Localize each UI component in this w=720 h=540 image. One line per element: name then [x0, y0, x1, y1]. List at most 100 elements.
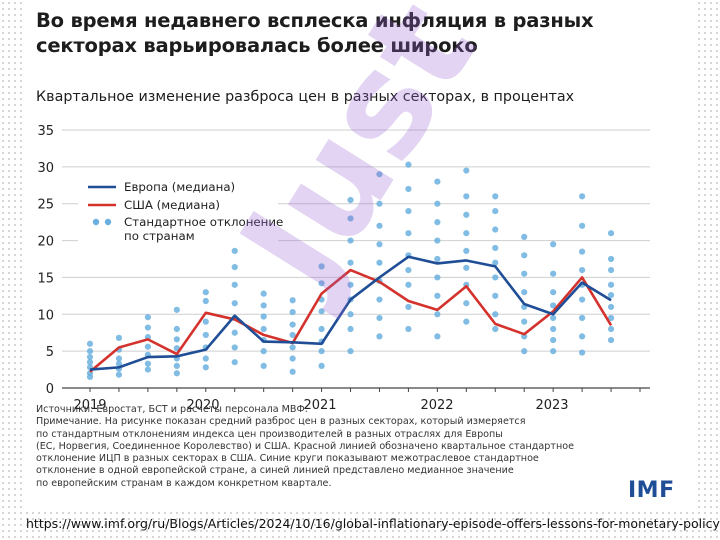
country-dot [318, 362, 325, 369]
country-dot [231, 247, 238, 254]
country-dot [550, 241, 557, 248]
country-dot [347, 259, 354, 266]
country-dot [463, 167, 470, 174]
country-dot [521, 252, 528, 259]
x-tick-label: 2021 [303, 398, 336, 413]
country-dot [492, 226, 499, 233]
country-dot [579, 333, 586, 340]
title-line-2: секторах варьировалась более широко [36, 34, 478, 57]
country-dot [318, 263, 325, 270]
country-dot [86, 348, 94, 355]
x-tick-label: 2019 [73, 398, 106, 413]
y-tick-label: 5 [46, 345, 54, 360]
country-dot [521, 233, 528, 240]
country-dot [579, 296, 586, 303]
country-dot [202, 364, 209, 371]
country-dot [289, 321, 296, 328]
country-dot [405, 207, 412, 215]
legend-dots-swatch-2 [104, 218, 112, 226]
country-dot [376, 241, 383, 248]
country-dot [492, 193, 499, 200]
country-dot [607, 255, 615, 263]
country-dot [347, 237, 354, 244]
country-dot [434, 292, 441, 299]
country-dot [347, 348, 354, 355]
country-dot [607, 325, 615, 333]
country-dot [376, 222, 383, 229]
country-dot [550, 336, 557, 344]
country-dot [434, 274, 441, 281]
country-dot [405, 303, 412, 311]
country-dot [579, 193, 586, 200]
country-dot [579, 248, 586, 255]
country-dot [231, 344, 238, 351]
country-dot [376, 314, 383, 322]
legend-dots-label-line-2: по странам [124, 229, 195, 243]
source-url-link[interactable]: https://www.imf.org/ru/Blogs/Articles/20… [26, 516, 720, 531]
country-dot [347, 196, 354, 204]
country-dot [202, 331, 209, 339]
country-dot [144, 360, 151, 367]
country-dot [405, 185, 412, 193]
country-dot [405, 161, 412, 168]
country-dot [521, 318, 528, 325]
chart-title: Во время недавнего всплеска инфляция в р… [36, 8, 686, 58]
country-dot [173, 370, 180, 377]
y-tick-label: 30 [37, 161, 54, 176]
country-dot [86, 353, 94, 361]
country-dot [231, 300, 238, 307]
notes-line: Примечание. На рисунке показан средний р… [36, 416, 526, 428]
country-dot [347, 215, 354, 222]
chart-card [22, 0, 698, 510]
legend-dots-swatch [92, 218, 100, 226]
country-dot [607, 266, 615, 274]
country-dot [289, 331, 296, 339]
country-dot [289, 368, 296, 375]
country-dot [144, 314, 151, 321]
country-dot [434, 333, 441, 340]
country-dot [202, 318, 209, 325]
country-dot [173, 325, 180, 333]
country-dot [86, 340, 94, 347]
country-dot [463, 193, 470, 200]
legend-usa-label: США (медиана) [124, 198, 220, 212]
country-dot [202, 297, 209, 305]
country-dot [260, 290, 267, 297]
country-dot [579, 349, 586, 356]
country-dot [260, 325, 267, 333]
legend-dots-label-line-1: Стандартное отклонение [124, 215, 283, 229]
country-dot [289, 344, 296, 351]
country-dot [463, 247, 470, 254]
country-dot [173, 362, 180, 369]
country-dot [434, 311, 441, 318]
usa-median-line [89, 268, 613, 373]
country-dot [463, 318, 470, 325]
country-dot [492, 311, 499, 318]
country-dot [347, 311, 354, 318]
country-dot [289, 355, 296, 362]
country-dot [607, 230, 615, 237]
country-dot [550, 314, 557, 322]
country-dot [492, 244, 499, 252]
x-tick-label: 2020 [186, 398, 219, 413]
country-dot [492, 325, 499, 333]
country-dot [231, 359, 238, 366]
europe-median-line [89, 255, 612, 371]
country-dot [144, 324, 151, 331]
country-dot [463, 230, 470, 237]
country-dot [318, 325, 325, 333]
country-dot [347, 325, 354, 333]
country-dot [521, 289, 528, 296]
y-tick-label: 10 [37, 308, 54, 323]
country-dot [607, 303, 615, 311]
country-dot [173, 306, 180, 313]
y-tick-label: 15 [37, 271, 54, 286]
country-dot [550, 289, 557, 296]
y-tick-label: 0 [46, 382, 54, 397]
y-tick-label: 35 [37, 124, 54, 139]
country-dot [434, 255, 441, 263]
notes-line: по стандартным отклонениям индекса цен п… [36, 428, 503, 440]
country-dot [173, 336, 180, 343]
chart-notes: Источники: Евростат, БСТ и расчеты персо… [36, 404, 696, 490]
